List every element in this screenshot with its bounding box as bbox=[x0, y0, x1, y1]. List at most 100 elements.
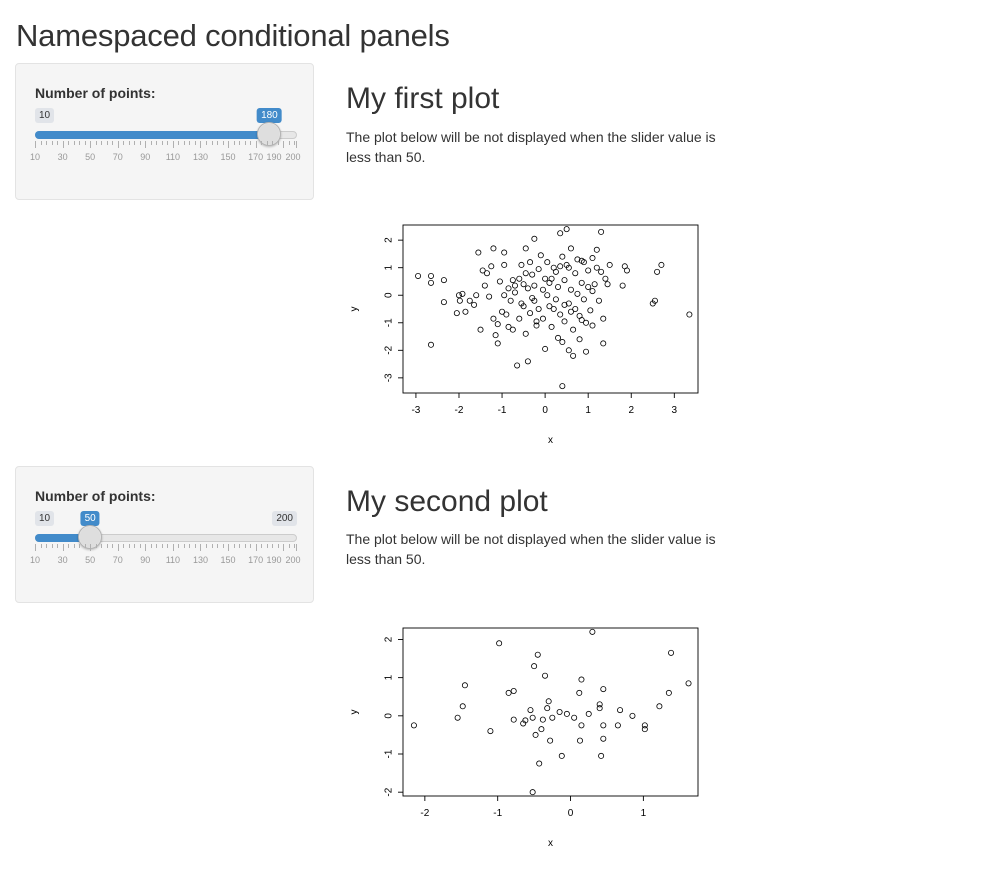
tick-minor bbox=[178, 544, 180, 548]
slider-max-badge: 200 bbox=[272, 511, 297, 526]
data-point bbox=[589, 255, 596, 262]
tick-minor bbox=[46, 544, 48, 548]
tick-major bbox=[228, 544, 230, 551]
data-point bbox=[589, 288, 596, 295]
data-point bbox=[585, 267, 592, 274]
data-point bbox=[544, 259, 551, 266]
data-point bbox=[565, 347, 572, 354]
x-axis-label: x bbox=[548, 838, 553, 849]
data-point bbox=[552, 296, 559, 303]
tick-minor bbox=[189, 544, 191, 548]
tick-minor bbox=[128, 544, 130, 548]
points-slider-2[interactable]: 10 200 50 10 30 50 70 90 110 130 150 170 190 200 bbox=[30, 511, 301, 581]
tick-minor bbox=[250, 141, 252, 145]
slider-tick-label: 190 bbox=[266, 555, 282, 565]
tick-minor bbox=[51, 544, 53, 548]
slider-fill bbox=[35, 534, 91, 542]
data-point bbox=[567, 286, 574, 293]
tick-minor bbox=[84, 544, 86, 548]
slider-tick-label: 70 bbox=[112, 555, 123, 565]
tick-minor bbox=[217, 544, 219, 548]
data-point bbox=[563, 226, 570, 233]
slider-fill bbox=[35, 131, 270, 139]
tick-major bbox=[296, 544, 297, 551]
data-point bbox=[565, 264, 572, 271]
tick-major bbox=[283, 141, 285, 148]
slider-tick-label: 30 bbox=[57, 555, 68, 565]
data-point bbox=[542, 672, 549, 679]
data-point bbox=[522, 245, 529, 252]
tick-minor bbox=[161, 544, 163, 548]
tick-minor bbox=[84, 141, 86, 145]
data-point bbox=[578, 279, 585, 286]
slider-tick-label: 130 bbox=[192, 555, 208, 565]
data-point bbox=[542, 345, 549, 352]
scatter-plot-2: -2 -1 0 1 -2 -1 0 1 2 x y bbox=[349, 627, 699, 849]
tick-minor bbox=[40, 544, 42, 548]
data-point bbox=[589, 628, 596, 635]
tick-minor bbox=[233, 544, 235, 548]
data-point bbox=[604, 281, 611, 288]
points-slider-1[interactable]: 10 180 10 30 50 70 90 110 130 150 170 190 200 bbox=[30, 108, 301, 178]
data-point bbox=[585, 283, 592, 290]
tick-minor bbox=[266, 544, 268, 548]
tick-major bbox=[117, 141, 119, 148]
data-point bbox=[427, 272, 434, 279]
y-tick-label: 1 bbox=[384, 674, 395, 680]
data-point bbox=[454, 714, 461, 721]
tick-minor bbox=[73, 141, 75, 145]
tick-major bbox=[200, 141, 202, 148]
tick-minor bbox=[288, 544, 290, 548]
data-point bbox=[596, 705, 603, 712]
slider-tick-label: 150 bbox=[220, 555, 236, 565]
data-point bbox=[606, 261, 613, 268]
data-point bbox=[524, 285, 531, 292]
data-point bbox=[538, 726, 545, 733]
data-point bbox=[462, 308, 469, 315]
tick-major bbox=[90, 141, 92, 148]
data-point bbox=[511, 282, 518, 289]
data-point bbox=[595, 297, 602, 304]
tick-minor bbox=[128, 141, 130, 145]
data-point bbox=[583, 348, 590, 355]
slider-tick-label: 110 bbox=[165, 555, 181, 565]
x-tick-label: -2 bbox=[455, 405, 464, 416]
data-point bbox=[461, 682, 468, 689]
data-point bbox=[501, 292, 508, 299]
data-point bbox=[623, 267, 630, 274]
tick-minor bbox=[101, 544, 103, 548]
data-point bbox=[617, 707, 624, 714]
section-description-1: The plot below will be not displayed whe… bbox=[346, 129, 716, 165]
tick-minor bbox=[167, 141, 169, 145]
data-point bbox=[651, 297, 658, 304]
tick-major bbox=[145, 544, 147, 551]
tick-minor bbox=[239, 141, 241, 145]
y-tick-label: 0 bbox=[384, 292, 395, 298]
data-point bbox=[567, 308, 574, 315]
data-point bbox=[456, 297, 463, 304]
tick-minor bbox=[178, 141, 180, 145]
data-point bbox=[567, 245, 574, 252]
slider-value-badge: 50 bbox=[80, 511, 100, 526]
slider-tick-label: 50 bbox=[85, 555, 96, 565]
data-point bbox=[559, 339, 566, 346]
data-point bbox=[658, 261, 665, 268]
x-tick-label: 2 bbox=[628, 405, 634, 416]
data-point bbox=[555, 334, 562, 341]
data-point bbox=[685, 680, 692, 687]
data-point bbox=[629, 712, 636, 719]
data-point bbox=[533, 322, 540, 329]
data-point bbox=[546, 279, 553, 286]
y-tick-label: 0 bbox=[384, 713, 395, 719]
slider-tick-label: 10 bbox=[29, 152, 41, 162]
data-point bbox=[505, 323, 512, 330]
y-axis-label: y bbox=[349, 307, 360, 312]
data-point bbox=[518, 300, 525, 307]
x-tick-label: 1 bbox=[585, 405, 591, 416]
data-point bbox=[509, 277, 516, 284]
tick-major bbox=[35, 544, 36, 551]
data-point bbox=[533, 318, 540, 325]
data-point bbox=[510, 688, 517, 695]
slider-tick-label: 110 bbox=[165, 152, 181, 162]
data-point bbox=[561, 318, 568, 325]
